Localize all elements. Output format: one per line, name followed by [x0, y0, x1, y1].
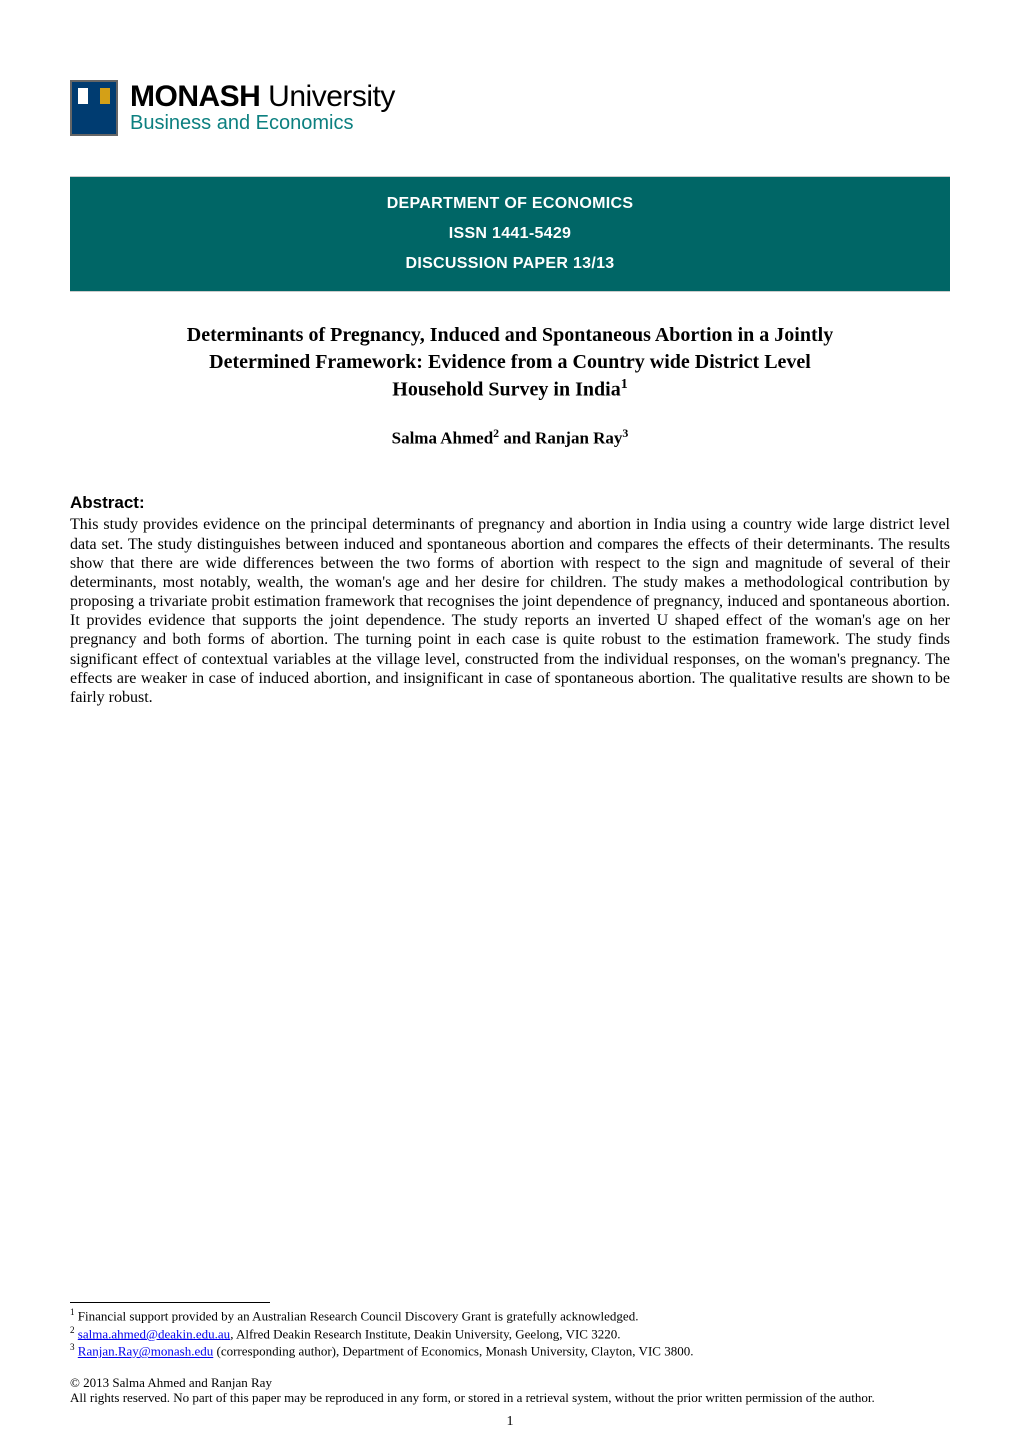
footnote-2-num: 2: [70, 1325, 75, 1335]
logo-subtitle: Business and Economics: [130, 112, 395, 135]
shield-icon: [70, 80, 118, 136]
banner-paper-number: DISCUSSION PAPER 13/13: [70, 255, 950, 273]
footnote-3: 3 Ranjan.Ray@monash.edu (corresponding a…: [70, 1342, 950, 1360]
title-line2: Determined Framework: Evidence from a Co…: [209, 351, 811, 373]
department-banner: DEPARTMENT OF ECONOMICS ISSN 1441-5429 D…: [70, 176, 950, 292]
banner-department: DEPARTMENT OF ECONOMICS: [70, 195, 950, 213]
footnote-2-link[interactable]: salma.ahmed@deakin.edu.au: [78, 1326, 230, 1341]
footnotes-section: 1 Financial support provided by an Austr…: [70, 1302, 950, 1360]
author2-name: Ranjan Ray: [535, 428, 622, 447]
author-connector: and: [499, 428, 535, 447]
footnote-1: 1 Financial support provided by an Austr…: [70, 1307, 950, 1325]
university-logo: MONASH University Business and Economics: [70, 80, 950, 136]
abstract-heading: Abstract:: [70, 493, 950, 513]
copyright-section: © 2013 Salma Ahmed and Ranjan Ray All ri…: [70, 1375, 950, 1406]
author1-name: Salma Ahmed: [392, 428, 494, 447]
footnote-3-num: 3: [70, 1342, 75, 1352]
authors: Salma Ahmed2 and Ranjan Ray3: [70, 426, 950, 449]
copyright-line2: All rights reserved. No part of this pap…: [70, 1390, 950, 1406]
footnote-2-text: , Alfred Deakin Research Institute, Deak…: [230, 1326, 620, 1341]
abstract-body: This study provides evidence on the prin…: [70, 515, 950, 707]
paper-title: Determinants of Pregnancy, Induced and S…: [70, 322, 950, 404]
logo-text: MONASH University Business and Economics: [130, 80, 395, 135]
footnote-rule: [70, 1302, 270, 1303]
copyright-line1: © 2013 Salma Ahmed and Ranjan Ray: [70, 1375, 950, 1391]
title-footnote-ref: 1: [621, 377, 628, 392]
footnote-2: 2 salma.ahmed@deakin.edu.au, Alfred Deak…: [70, 1325, 950, 1343]
footnote-1-text: Financial support provided by an Austral…: [75, 1309, 639, 1324]
logo-bold: MONASH: [130, 80, 260, 113]
logo-light: University: [260, 80, 395, 113]
footnote-3-text: (corresponding author), Department of Ec…: [213, 1344, 693, 1359]
page-number: 1: [0, 1414, 1020, 1430]
footnote-3-link[interactable]: Ranjan.Ray@monash.edu: [78, 1344, 213, 1359]
banner-issn: ISSN 1441-5429: [70, 225, 950, 243]
logo-main-text: MONASH University: [130, 80, 395, 114]
title-line1: Determinants of Pregnancy, Induced and S…: [187, 324, 833, 346]
title-line3: Household Survey in India: [392, 379, 620, 401]
author2-footnote-ref: 3: [622, 426, 628, 440]
